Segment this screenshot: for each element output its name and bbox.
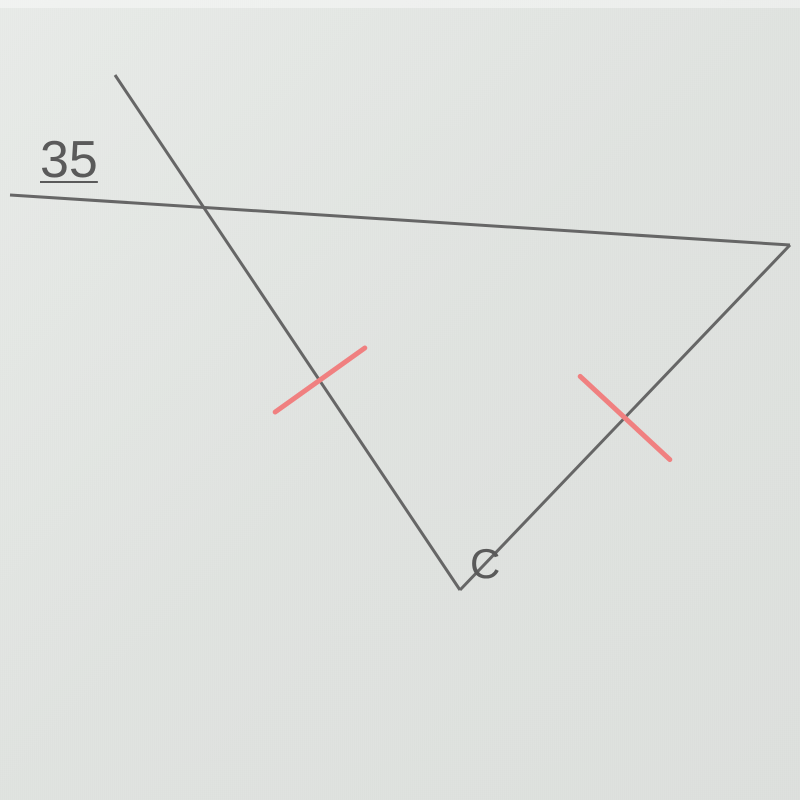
geometry-diagram	[0, 0, 800, 800]
angle-label-35: 35	[40, 130, 98, 190]
vertex-label-c: C	[470, 540, 500, 588]
